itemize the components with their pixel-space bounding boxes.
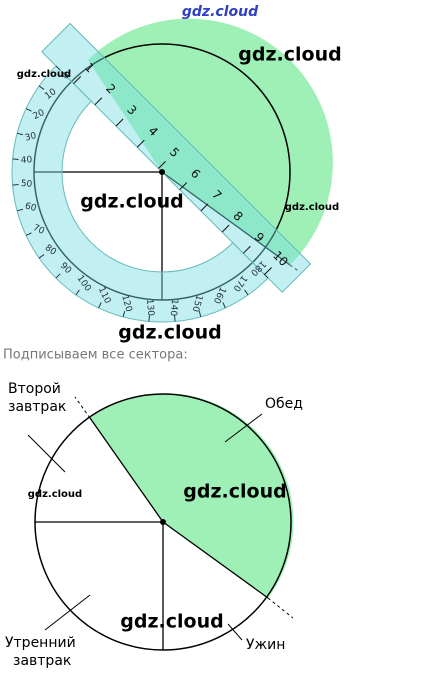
protractor-tick [38,85,45,90]
protractor-label: 130 [144,299,155,317]
watermark: gdz.cloud [80,191,183,213]
protractor-tick [244,289,249,296]
protractor-label: 30 [24,131,38,144]
protractor-tick [55,273,61,279]
dashed-line [74,396,91,419]
ruler-tick [264,267,272,275]
watermark: gdz.cloud [285,202,339,213]
ruler-tick [242,245,251,254]
protractor-tick [16,132,24,136]
watermark: gdz.cloud [120,611,223,633]
green-sector [88,18,333,266]
ruler-tick [179,182,188,191]
radius [161,171,291,266]
protractor-tick [12,158,19,160]
ruler-tick [158,161,166,169]
protractor-label: 0 [61,70,72,81]
protractor-tick [222,302,226,309]
protractor-tick [98,302,102,309]
watermark: gdz.cloud [183,481,286,503]
ruler-tick [115,118,124,127]
ruler-tick [221,224,230,233]
pointer [224,413,263,443]
dashed-line [267,597,294,619]
dashed-line [289,264,301,273]
protractor-tick [25,232,32,236]
sector-label: Ужин [246,637,285,653]
watermark: gdz.cloud [28,489,82,500]
ruler-tick [73,76,82,84]
ruler-tick [94,97,103,106]
protractor-label: 60 [24,201,38,214]
pointer [27,434,66,473]
sector-label: Обед [265,396,303,412]
watermark: gdz.cloud [17,69,71,80]
protractor-tick [12,184,19,186]
radius [162,521,269,599]
protractor-label: 40 [20,155,33,166]
green-sector [90,393,294,598]
ruler-tick [200,203,209,212]
protractor-label: 150 [190,294,204,313]
protractor-label: 120 [119,294,133,313]
protractor-tick [198,310,202,318]
header-watermark: gdz.cloud [182,4,259,20]
protractor-tick [25,108,32,112]
center [160,519,166,525]
caption: Подписываем все сектора: [3,348,188,363]
watermark: gdz.cloud [118,322,221,344]
protractor-tick [122,310,126,318]
radius [89,417,164,523]
sector-label: завтрак [13,653,71,669]
protractor-tick [38,254,45,259]
protractor-label: 140 [168,298,179,316]
center [159,169,165,175]
protractor-tick [75,289,80,296]
sector-label: Утренний [5,635,76,651]
pointer [227,623,243,641]
protractor-label: 50 [20,179,33,190]
pointer [44,594,91,631]
sector-label: завтрак [8,399,66,415]
protractor-tick [55,65,61,71]
protractor-label: 20 [32,108,47,122]
ruler-tick [136,139,145,148]
protractor-tick [148,315,150,322]
protractor-tick [174,315,176,322]
protractor-ring [11,65,269,323]
watermark: gdz.cloud [238,44,341,66]
protractor-tick [16,208,24,212]
protractor-label: 70 [31,223,46,237]
sector-label: Второй [8,381,61,397]
